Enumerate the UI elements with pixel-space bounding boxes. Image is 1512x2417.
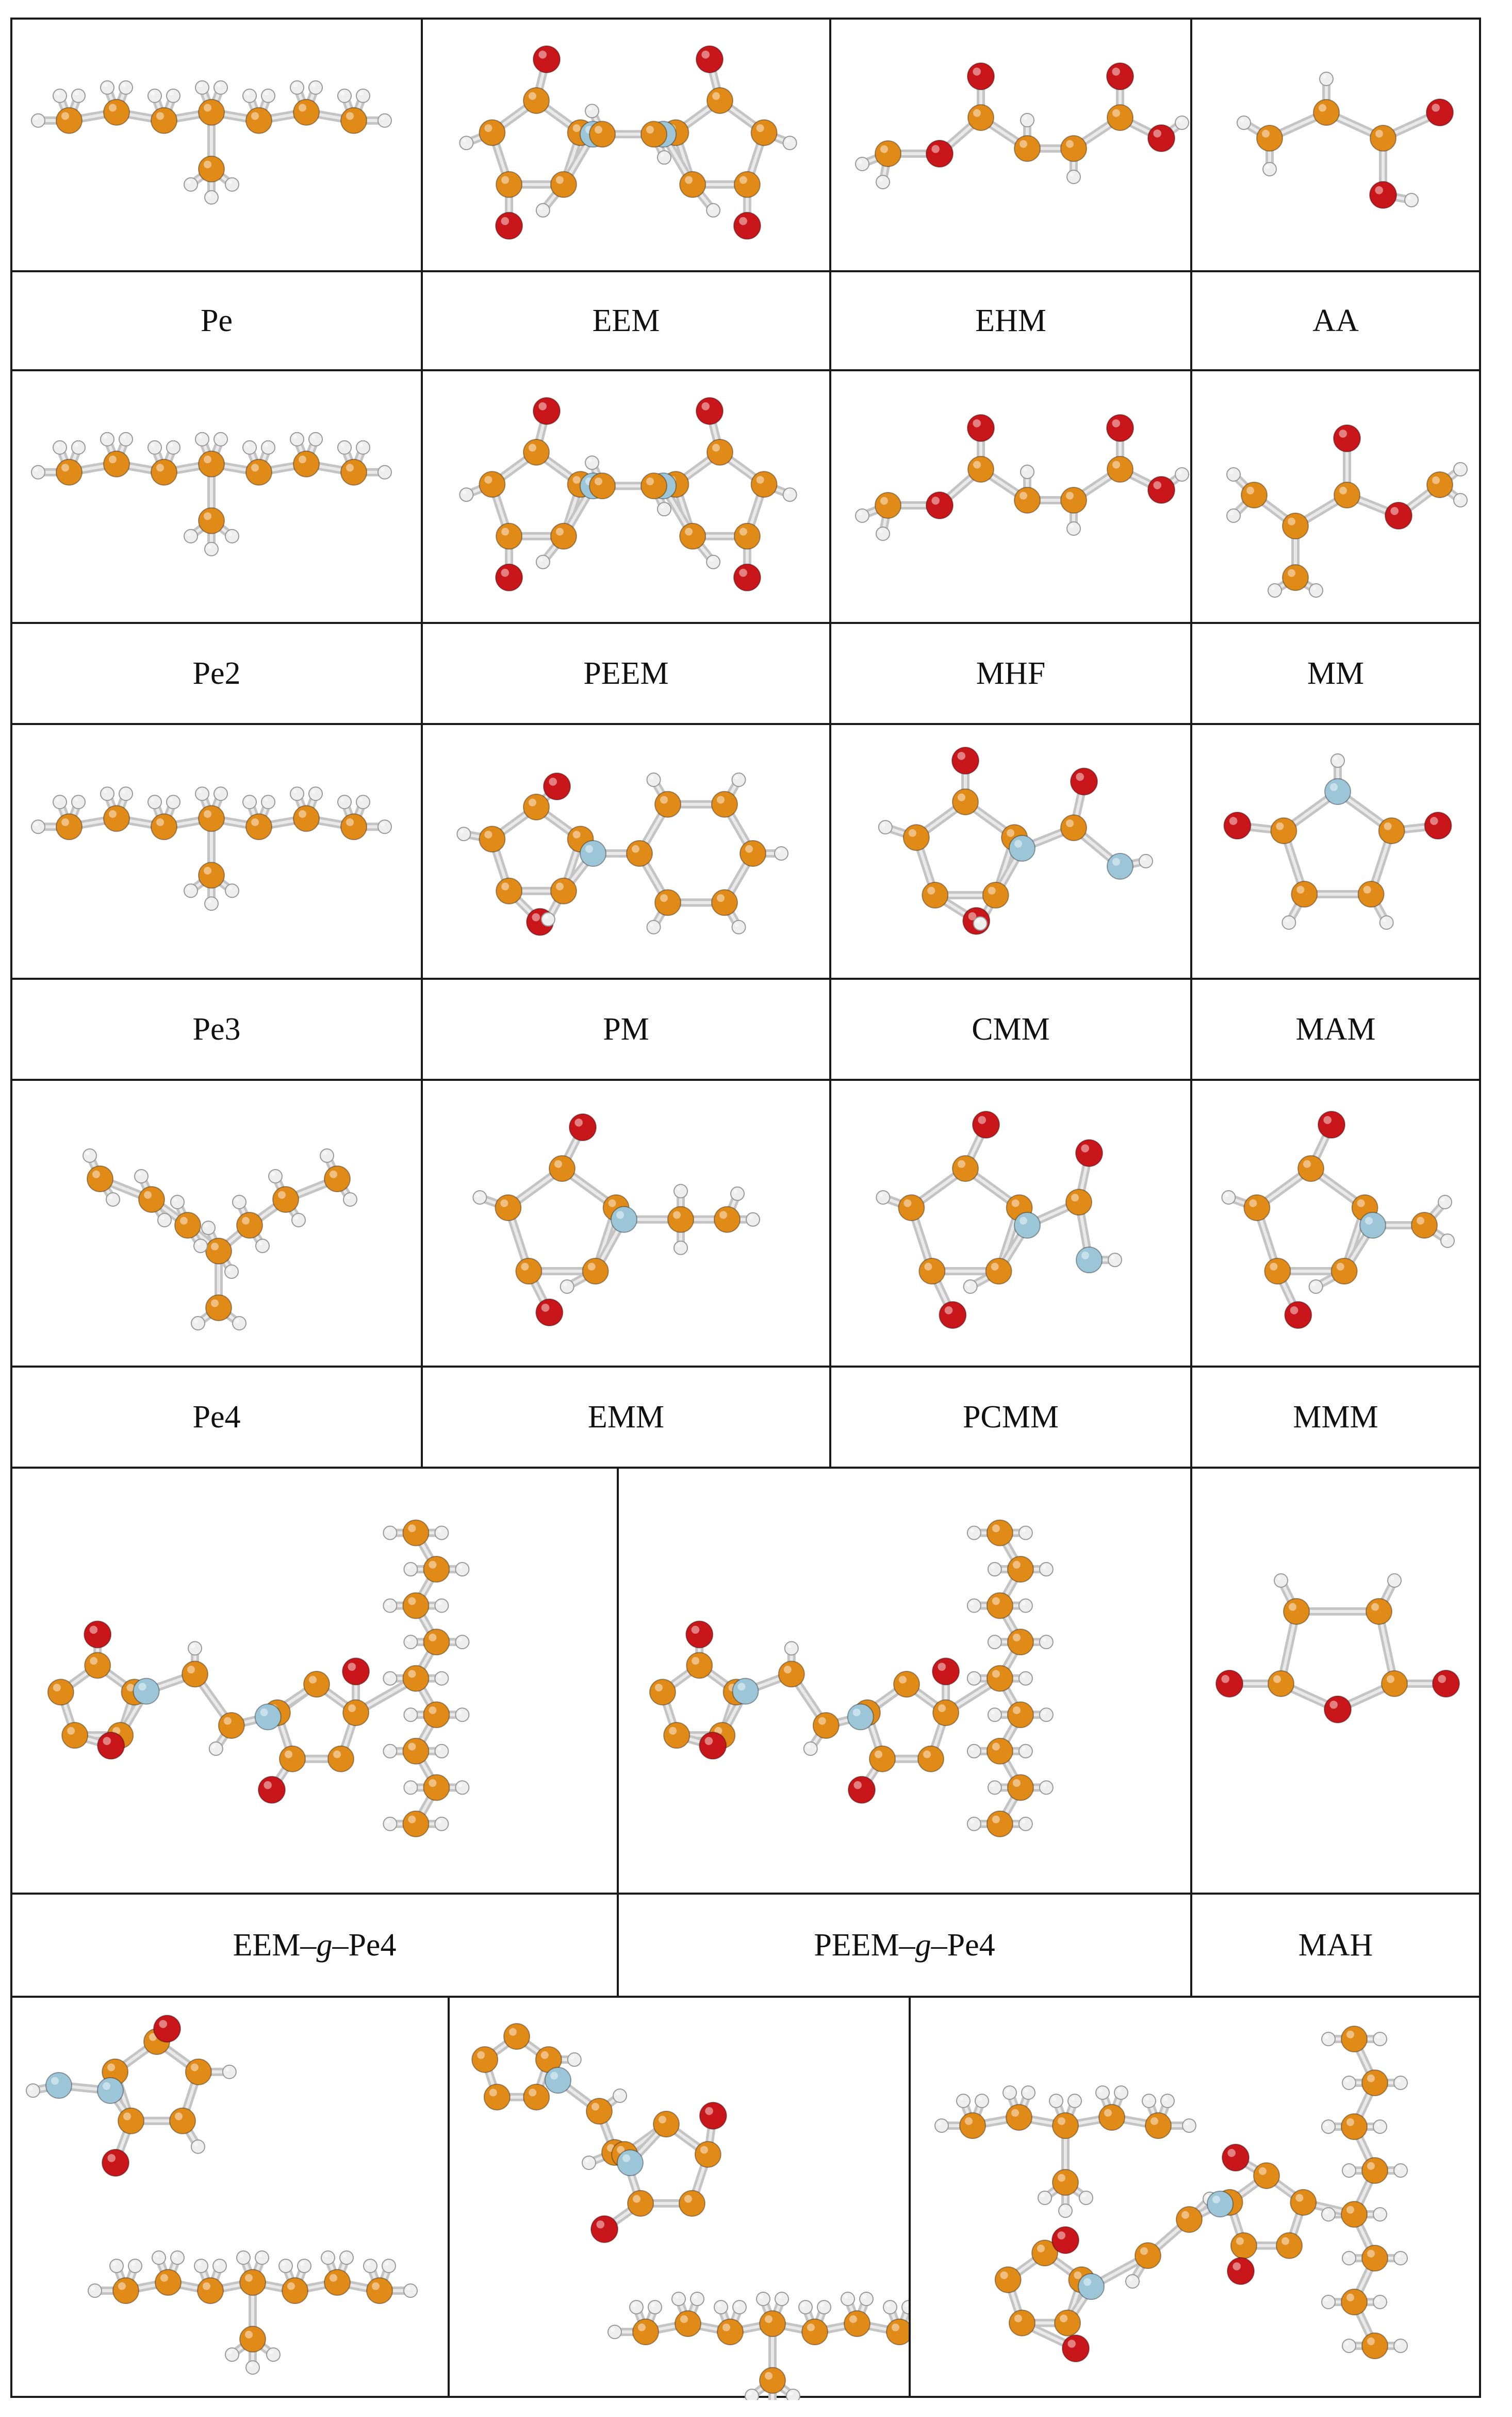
label-mmm: MMM	[1190, 1366, 1481, 1469]
molecule-peem	[459, 397, 797, 591]
molecule-image-mhf	[829, 369, 1192, 624]
molecule-pair-1	[26, 2015, 418, 2375]
molecule-mam	[1223, 753, 1452, 930]
molecule-image-mah	[1190, 1467, 1481, 1895]
molecule-mmm	[1221, 1111, 1455, 1329]
molecule-image-pair-2	[448, 1996, 913, 2400]
label-mm: MM	[1190, 622, 1481, 725]
label-mhf: MHF	[829, 622, 1192, 725]
molecule-image-mam	[1190, 723, 1481, 980]
molecule-image-mmm	[1190, 1079, 1481, 1368]
molecule-image-pe4	[10, 1079, 423, 1368]
label-pe3: Pe3	[10, 978, 423, 1081]
molecule-image-pcmm	[829, 1079, 1192, 1368]
label-emm: EMM	[421, 1366, 831, 1469]
molecule-aa	[1237, 72, 1454, 209]
molecule-eem	[459, 45, 797, 240]
molecule-pm	[456, 772, 788, 936]
molecule-cluster	[934, 2026, 1408, 2362]
molecule-mm	[1226, 424, 1468, 598]
molecule-eem-g-pe4	[47, 1519, 470, 1837]
molecule-image-eem-g-pe4	[10, 1467, 619, 1895]
molecule-image-aa	[1190, 18, 1481, 272]
molecule-image-mm	[1190, 369, 1481, 624]
molecule-emm	[472, 1113, 760, 1326]
molecule-image-cluster	[909, 1996, 1481, 2398]
label-aa: AA	[1190, 270, 1481, 371]
label-mam: MAM	[1190, 978, 1481, 1081]
label-pe2: Pe2	[10, 622, 423, 725]
molecule-image-pe2	[10, 369, 423, 624]
label-peem-g-pe4: PEEM– g –Pe4	[617, 1893, 1192, 1998]
label-pm: PM	[421, 978, 831, 1081]
molecule-ehm	[855, 62, 1189, 189]
molecule-mhf	[855, 414, 1189, 541]
molecule-pe2	[31, 432, 392, 556]
molecule-image-emm	[421, 1079, 831, 1368]
molecule-pe3	[31, 786, 392, 911]
label-pcmm: PCMM	[829, 1366, 1192, 1469]
molecule-pcmm	[876, 1111, 1122, 1329]
molecule-cmm	[878, 747, 1153, 935]
label-pe: Pe	[10, 270, 423, 371]
molecule-image-pm	[421, 723, 831, 980]
molecule-pe4	[83, 1148, 357, 1330]
molecule-image-pair-1	[10, 1996, 450, 2398]
molecule-pair-2	[471, 2023, 913, 2400]
label-peem: PEEM	[421, 622, 831, 725]
molecule-image-cmm	[829, 723, 1192, 980]
molecule-mah	[1215, 1573, 1460, 1723]
molecule-image-pe3	[10, 723, 423, 980]
molecule-image-eem	[421, 18, 831, 272]
molecule-image-ehm	[829, 18, 1192, 272]
molecule-peem-g-pe4	[649, 1519, 1054, 1837]
label-eem-g-pe4: EEM– g –Pe4	[10, 1893, 619, 1998]
label-cmm: CMM	[829, 978, 1192, 1081]
molecule-pe	[31, 80, 392, 205]
label-ehm: EHM	[829, 270, 1192, 371]
label-pe4: Pe4	[10, 1366, 423, 1469]
label-eem: EEM	[421, 270, 831, 371]
label-mah: MAH	[1190, 1893, 1481, 1998]
molecule-image-peem	[421, 369, 831, 624]
molecule-image-pe	[10, 18, 423, 272]
molecule-image-peem-g-pe4	[617, 1467, 1192, 1895]
